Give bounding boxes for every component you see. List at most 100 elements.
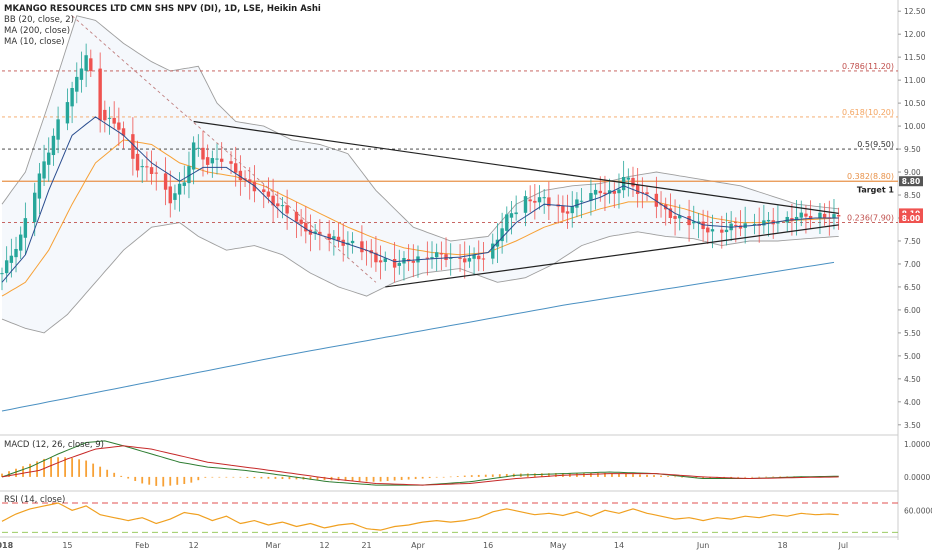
candle-body [280, 205, 285, 207]
macd-hist-bar [162, 476, 165, 487]
candle-body [103, 109, 107, 121]
time-tick-label: 2018 [0, 541, 14, 550]
candle-body [528, 199, 532, 202]
fib-label: 0.786(11.20) [842, 62, 894, 71]
macd-hist-bar [674, 476, 676, 478]
macd-hist-bar [786, 476, 789, 477]
macd-hist-bar [71, 458, 74, 477]
macd-hist-bar [533, 473, 536, 477]
macd-hist-bar [183, 476, 186, 484]
candle-body [822, 213, 827, 219]
candle-body [360, 241, 364, 253]
macd-hist-bar [127, 476, 130, 479]
macd-hist-bar [667, 476, 669, 477]
candle-body [411, 260, 416, 263]
indicator-bb[interactable]: BB (20, close, 2) [4, 15, 74, 25]
macd-hist-bar [421, 476, 424, 479]
ma10-line [1, 116, 839, 283]
indicator-ma10[interactable]: MA (10, close) [4, 37, 65, 47]
candle-body [692, 221, 696, 224]
macd-panel: 1.0000 0.0000 [1, 440, 930, 487]
macd-hist-bar [309, 476, 312, 480]
candle-body [37, 173, 42, 199]
candle-body [75, 76, 79, 92]
candle-body [776, 222, 780, 224]
candle-body [229, 161, 233, 164]
price-tick-label: 3.50 [904, 421, 921, 430]
macd-hist-bar [772, 476, 775, 478]
candle-body [463, 258, 467, 263]
macd-hist-bar [15, 468, 17, 477]
candle-body [575, 199, 579, 208]
bb-upper-line [1, 15, 839, 242]
candle-body [654, 193, 659, 207]
price-badge [899, 213, 923, 223]
time-tick-label: Jun [696, 541, 710, 550]
candle-body [832, 214, 836, 219]
macd-hist-bar [449, 476, 452, 478]
candle-body [477, 255, 481, 260]
candle-body [196, 147, 201, 149]
candle-body [509, 213, 514, 218]
trendline-upper [193, 120, 839, 214]
macd-tick-label: 1.0000 [904, 440, 930, 449]
macd-hist-bar [604, 472, 606, 477]
candle-body [234, 163, 238, 173]
price-tick-label: 12.50 [904, 7, 926, 16]
macd-hist-bar [547, 473, 550, 477]
candle-body [631, 177, 635, 187]
candle-body [612, 190, 616, 194]
candle-body [434, 252, 439, 258]
candle-body [56, 119, 60, 140]
macd-hist-bar [274, 476, 277, 479]
macd-hist-bar [597, 472, 599, 477]
candle-body [149, 167, 154, 174]
macd-hist-bar [120, 475, 123, 477]
candle-body [219, 158, 224, 162]
candle-body [33, 192, 37, 223]
macd-hist-bar [323, 476, 326, 481]
macd-hist-bar [1, 473, 3, 477]
candle-body [523, 196, 528, 213]
candle-body [271, 195, 275, 206]
candle-body [467, 258, 472, 262]
candle-body [678, 215, 682, 219]
candle-body [607, 190, 612, 194]
candle-body [547, 197, 551, 207]
indicator-ma200[interactable]: MA (200, close) [4, 26, 71, 36]
macd-hist-bar [211, 476, 214, 478]
price-tick-label: 12.00 [904, 30, 926, 39]
macd-hist-bar [358, 476, 361, 482]
rsi-label[interactable]: RSI (14, close) [4, 495, 66, 505]
macd-hist-bar [428, 476, 431, 479]
trendlines [71, 15, 839, 288]
candle-body [635, 184, 640, 194]
macd-hist-bar [57, 457, 59, 477]
candle-body [392, 259, 397, 268]
candle-body [472, 254, 476, 259]
candle-body [145, 166, 149, 168]
macd-hist-bar [653, 475, 655, 477]
macd-label[interactable]: MACD (12, 26, close, 9) [4, 440, 104, 450]
target-annotation: Target 1 [857, 186, 895, 195]
candle-body [738, 225, 743, 229]
candle-body [304, 222, 308, 232]
macd-hist-bar [169, 476, 172, 486]
macd-hist-bar [456, 476, 459, 477]
macd-hist-bar [393, 476, 396, 481]
candle-body [542, 197, 546, 199]
candle-body [799, 212, 803, 218]
price-tick-label: 10.50 [904, 99, 926, 108]
candle-body [4, 260, 9, 274]
macd-hist-bar [351, 476, 354, 481]
macd-hist-bar [765, 476, 768, 478]
macd-hist-bar [141, 476, 144, 484]
candle-body [374, 252, 378, 263]
macd-hist-bar [64, 457, 66, 477]
macd-hist-bar [554, 473, 557, 477]
macd-hist-bar [43, 458, 45, 477]
macd-hist-bar [491, 474, 494, 477]
symbol-title[interactable]: MKANGO RESOURCES LTD CMN SHS NPV (DI), 1… [4, 4, 321, 14]
candle-body [121, 128, 126, 136]
